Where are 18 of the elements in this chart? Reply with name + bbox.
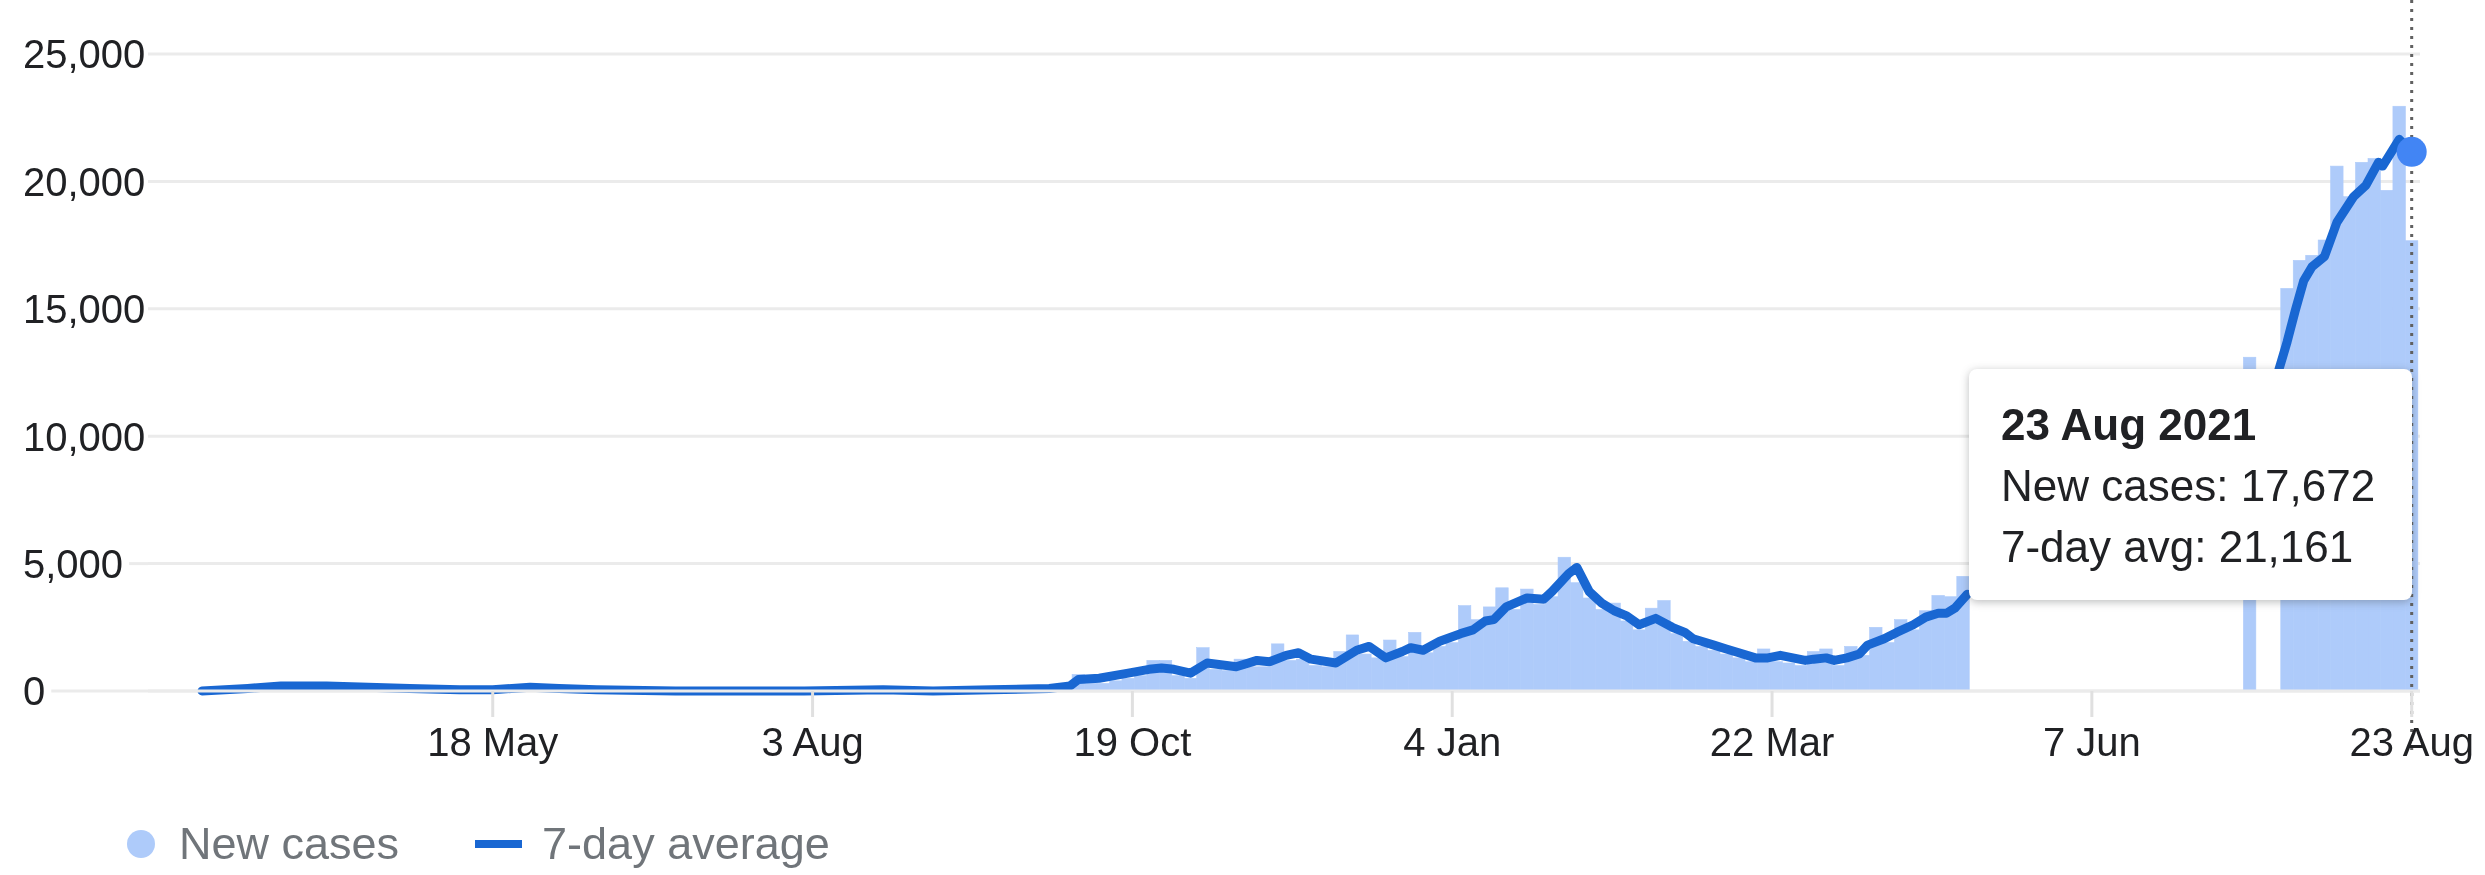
x-tick-label: 19 Oct bbox=[1073, 720, 1192, 764]
y-tick-label: 25,000 bbox=[23, 32, 146, 77]
annotation: 23 Aug 2021 bbox=[2001, 399, 2257, 451]
x-tick-label: 23 Aug bbox=[2349, 720, 2474, 764]
annotation: 7-day avg: 21,161 bbox=[2001, 521, 2354, 573]
y-tick-label: 15,000 bbox=[23, 287, 146, 332]
annotation: New cases: 17,672 bbox=[2001, 460, 2376, 512]
y-tick-label: 10,000 bbox=[23, 414, 146, 459]
y-tick-label: 20,000 bbox=[23, 159, 146, 204]
y-tick-label: 0 bbox=[23, 669, 46, 714]
x-tick-label: 4 Jan bbox=[1403, 720, 1502, 764]
x-tick-label: 22 Mar bbox=[1709, 720, 1835, 764]
x-tick-label: 18 May bbox=[427, 720, 559, 764]
legend-label: New cases bbox=[179, 818, 400, 870]
x-tick-label: 7 Jun bbox=[2042, 720, 2141, 764]
legend-label: 7-day average bbox=[542, 818, 830, 870]
y-tick-label: 5,000 bbox=[23, 542, 124, 586]
x-tick-label: 3 Aug bbox=[761, 720, 864, 764]
